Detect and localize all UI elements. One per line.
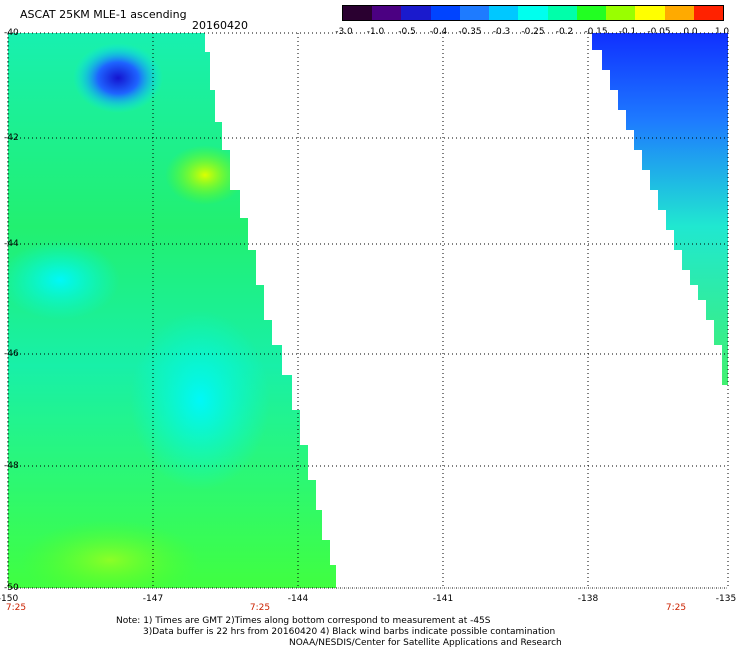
latitude-label: -48 [4,461,19,471]
note-line-1: Note: 1) Times are GMT 2)Times along bot… [116,616,491,626]
left-swath [8,33,336,588]
latitude-label: -50 [4,583,19,593]
colorbar-tick-label: -0.35 [458,27,482,37]
plot-frame [7,32,729,589]
colorbar-segment [518,6,548,20]
map-plot [7,32,729,589]
longitude-label: -135 [715,594,737,604]
colorbar-segment [547,6,577,20]
colorbar-segment [576,6,607,20]
colorbar-segment [430,6,460,20]
right-swath [592,33,728,385]
colorbar-tick-label: -0.15 [584,27,608,37]
product-date: 20160420 [192,19,248,32]
longitude-label: -138 [577,594,599,604]
colorbar-tick-label: -0.2 [555,27,574,37]
time-label: 7:25 [249,603,271,613]
latitude-label: -44 [4,239,19,249]
colorbar-tick-label: -0.1 [618,27,637,37]
longitude-label: -150 [0,594,19,604]
colorbar-segment [343,6,373,20]
colorbar-tick-label: 1.0 [714,27,730,37]
longitude-label: -144 [287,594,309,604]
colorbar-segment [635,6,665,20]
colorbar-tick-label: -0.4 [429,27,448,37]
latitude-label: -40 [4,28,19,38]
product-title: ASCAT 25KM MLE-1 ascending [20,8,187,21]
longitude-label: -141 [432,594,454,604]
latitude-label: -46 [4,349,19,359]
longitude-label: -147 [142,594,164,604]
colorbar-segment [489,6,519,20]
colorbar-tick-label: 0.0 [683,27,698,37]
colorbar-tick-label: -0.05 [647,27,671,37]
colorbar-tick-label: -3.0 [335,27,353,37]
note-line-3: NOAA/NESDIS/Center for Satellite Applica… [289,638,562,648]
colorbar-segment [664,6,694,20]
colorbar [342,5,724,21]
latitude-label: -42 [4,133,19,143]
colorbar-segment [401,6,431,20]
time-label: 7:25 [5,603,27,613]
colorbar-segment [372,6,402,20]
colorbar-segment [459,6,490,20]
colorbar-tick-label: -1.0 [366,27,385,37]
note-line-2: 3)Data buffer is 22 hrs from 20160420 4)… [143,627,556,637]
time-label: 7:25 [665,603,687,613]
colorbar-tick-label: -0.25 [521,27,545,37]
colorbar-tick-label: -0.3 [492,27,511,37]
colorbar-segment [693,6,724,20]
colorbar-tick-label: -0.5 [398,27,416,37]
colorbar-segment [606,6,636,20]
